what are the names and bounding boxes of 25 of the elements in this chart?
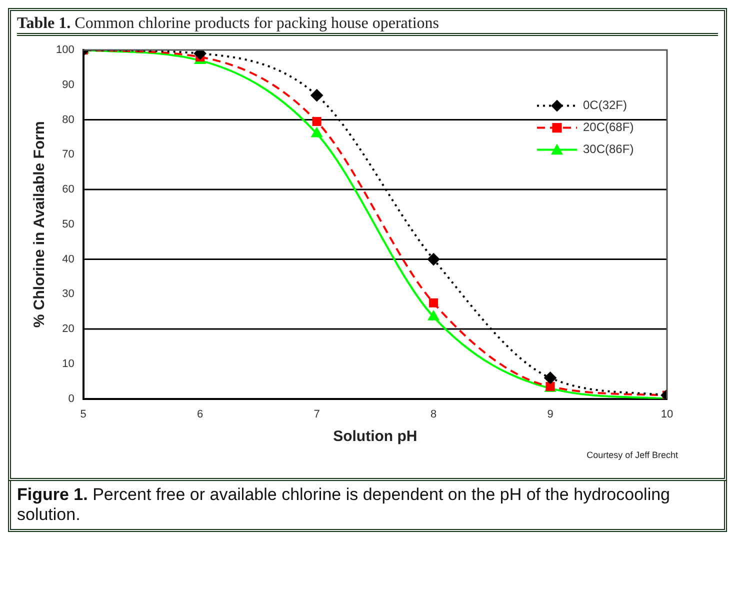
x-tick-label: 5 [80,408,86,420]
x-tick-label: 6 [197,408,204,420]
y-axis-title: % Chlorine in Available Form [31,121,48,328]
y-tick-label: 80 [62,114,74,126]
y-tick-label: 60 [62,184,74,196]
y-tick-label: 100 [56,44,74,56]
x-axis-title: Solution pH [333,428,418,446]
text: Courtesy of Jeff Brecht [586,450,679,462]
y-tick-label: 70 [62,148,74,161]
y-tick-label: 90 [62,78,74,91]
legend-label: 0C(32F) [583,98,628,112]
legend-label: 30C(86F) [583,142,634,156]
y-tick-label: 10 [62,358,74,370]
x-tick-label: 10 [660,408,674,420]
legend-label: 20C(68F) [583,120,634,134]
x-tick-label: 9 [547,408,554,420]
y-tick-label: 0 [68,392,74,405]
y-tick-label: 20 [62,323,74,336]
y-tick-label: 30 [62,288,74,300]
caption: Table 1. Common chlorine products for packing house operations [17,15,718,36]
x-tick-label: 8 [430,408,437,420]
caption: Figure 1. Percent free or available chlorine is dependent on the pH of the hydrocooling solution. [8,481,727,532]
y-tick-label: 50 [62,218,74,230]
x-tick-label: 7 [314,408,320,420]
y-tick-label: 40 [62,253,74,266]
